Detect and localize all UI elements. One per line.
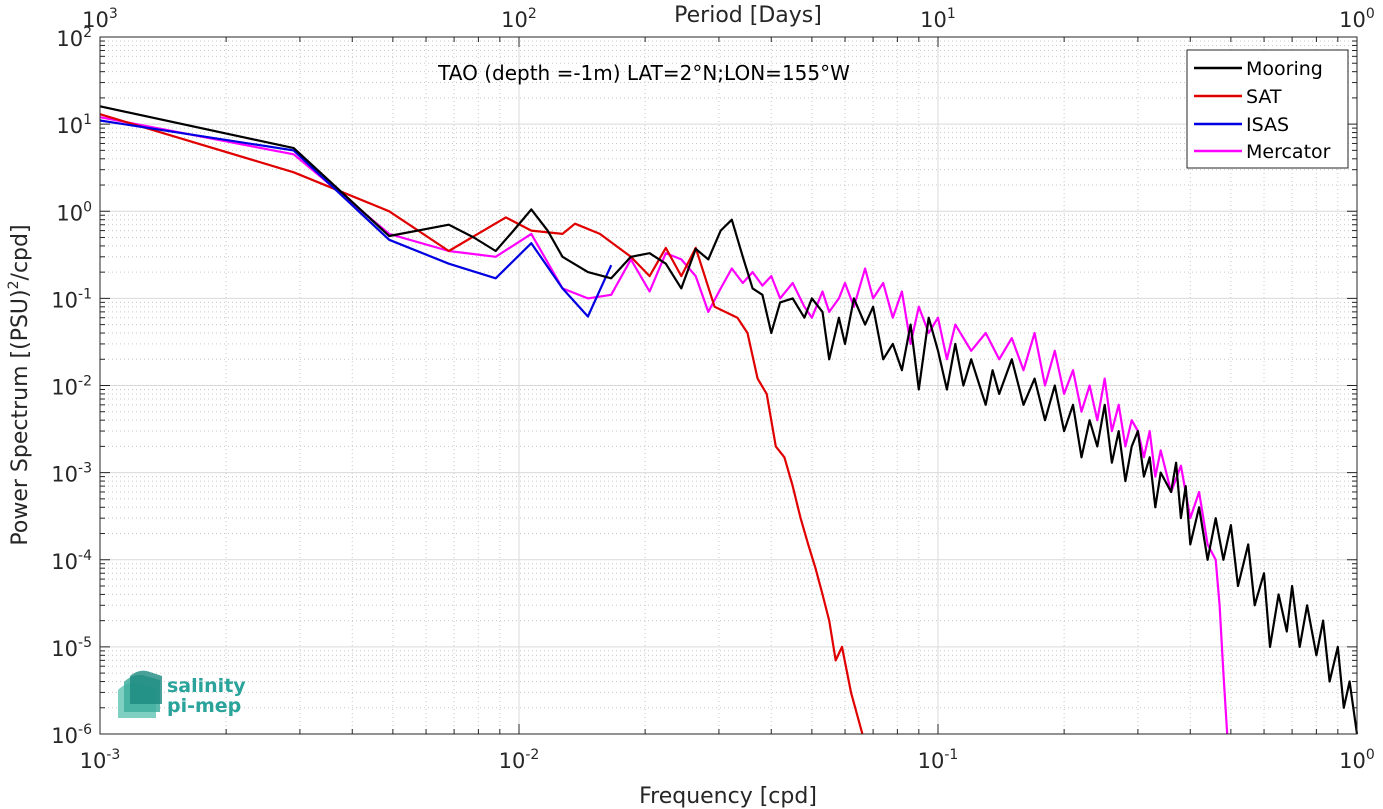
y-tick-label-exponent: -4: [78, 548, 92, 564]
top-tick-label-exponent: 1: [947, 6, 956, 22]
frame-ticks: [99, 36, 1358, 735]
y-tick-label-base: 10: [56, 27, 83, 51]
major-grid: [100, 37, 1357, 734]
y-tick-label-base: 10: [51, 637, 78, 661]
legend-label-sat: SAT: [1246, 86, 1282, 108]
x-tick-label: 10-3: [80, 747, 121, 773]
y-tick-label: 102: [56, 25, 92, 51]
x-tick-labels: 10-3 10-2 10-1 100: [80, 747, 1375, 773]
x-axis-label: Frequency [cpd]: [639, 784, 817, 809]
top-tick-label: 103: [82, 6, 118, 32]
y-tick-label: 101: [56, 112, 92, 138]
x-tick-label: 100: [1339, 747, 1375, 773]
y-tick-label-exponent: 2: [83, 25, 92, 41]
legend-box: [1186, 49, 1349, 169]
y-tick-label: 10-3: [51, 461, 92, 487]
y-tick-label-exponent: 1: [83, 112, 92, 128]
x-tick-label-base: 10: [499, 749, 526, 773]
top-tick-label: 100: [1339, 6, 1375, 32]
y-tick-label-exponent: -3: [78, 461, 92, 477]
y-tick-label: 10-1: [51, 286, 92, 312]
x-tick-label-exponent: -1: [944, 747, 958, 763]
y-tick-label: 10-4: [51, 548, 92, 574]
x-tick-label-base: 10: [1339, 749, 1366, 773]
x-tick-label: 10-1: [918, 747, 959, 773]
top-tick-label-base: 10: [1339, 8, 1366, 32]
y-tick-label-base: 10: [51, 724, 78, 748]
y-tick-label-exponent: -5: [78, 635, 92, 651]
y-tick-label-base: 10: [56, 114, 83, 138]
y-tick-label: 100: [56, 199, 92, 225]
top-tick-label-exponent: 2: [528, 6, 537, 22]
legend: Mooring SAT ISAS Mercator: [1186, 49, 1349, 169]
x-tick-label-exponent: -2: [525, 747, 539, 763]
y-tick-label-exponent: 0: [83, 199, 92, 215]
y-axis-label-tail: /cpd]: [8, 224, 33, 280]
y-tick-label-exponent: -2: [78, 374, 92, 390]
y-tick-label-base: 10: [51, 550, 78, 574]
y-tick-label: 10-2: [51, 374, 92, 400]
y-axis-label-exponent: 2: [6, 280, 22, 289]
series-line-sat: [99, 113, 864, 735]
legend-label-mooring: Mooring: [1246, 58, 1323, 80]
series-line-mooring: [99, 105, 1359, 735]
top-tick-label-exponent: 3: [109, 6, 118, 22]
chart-title: TAO (depth =-1m) LAT=2°N;LON=155°W: [437, 61, 850, 85]
y-tick-label-exponent: -1: [78, 286, 92, 302]
x-tick-label-exponent: -3: [106, 747, 120, 763]
logo-text-line1: salinity: [167, 675, 246, 697]
top-tick-labels: 103 102 101 100: [82, 6, 1375, 32]
legend-label-isas: ISAS: [1246, 114, 1289, 136]
x-tick-label-exponent: 0: [1366, 747, 1375, 763]
series-line-mercator: [99, 116, 1229, 735]
y-tick-label-base: 10: [51, 376, 78, 400]
y-tick-label-base: 10: [51, 463, 78, 487]
y-tick-label-base: 10: [56, 201, 83, 225]
top-tick-label-base: 10: [920, 8, 947, 32]
y-tick-label-base: 10: [51, 288, 78, 312]
top-tick-label: 101: [920, 6, 956, 32]
x-tick-label-base: 10: [918, 749, 945, 773]
top-tick-label-exponent: 0: [1366, 6, 1375, 22]
series-layer: [99, 105, 1359, 735]
top-axis-label: Period [Days]: [674, 3, 822, 28]
top-tick-label-base: 10: [82, 8, 109, 32]
y-axis-label-main: Power Spectrum [(PSU): [8, 289, 33, 545]
series-line-isas: [99, 119, 613, 318]
x-tick-label-base: 10: [80, 749, 107, 773]
top-tick-label-base: 10: [501, 8, 528, 32]
y-tick-label-exponent: -6: [78, 722, 92, 738]
top-tick-label: 102: [501, 6, 537, 32]
legend-label-mercator: Mercator: [1246, 141, 1331, 163]
x-tick-label: 10-2: [499, 747, 540, 773]
logo-mark-layer-top: [130, 670, 162, 704]
salinity-pi-mep-logo: salinity pi-mep: [118, 670, 246, 718]
y-tick-label: 10-5: [51, 635, 92, 661]
y-tick-label: 10-6: [51, 722, 92, 748]
y-axis-label: Power Spectrum [(PSU)2/cpd]: [6, 224, 33, 545]
logo-text-line2: pi-mep: [167, 695, 241, 717]
